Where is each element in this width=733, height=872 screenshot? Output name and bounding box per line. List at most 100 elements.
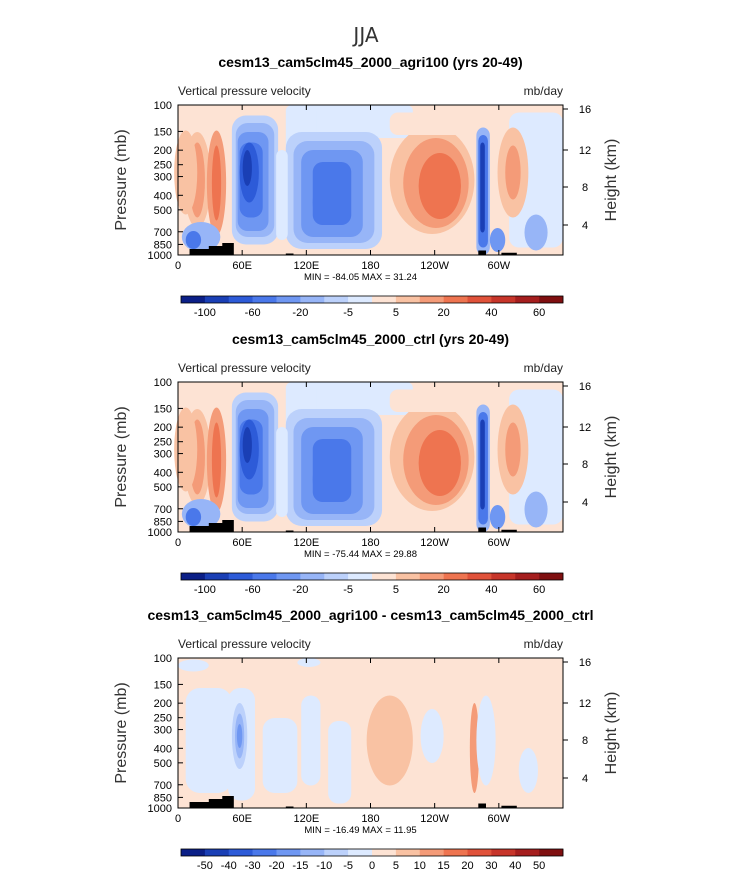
y-tick-label: 100 — [154, 377, 172, 389]
x-tick-label: 60W — [488, 260, 511, 272]
y2-axis-label: Height (km) — [603, 416, 620, 499]
contour-region — [418, 153, 461, 219]
contour-region — [312, 458, 336, 501]
colorbar-swatch — [204, 296, 230, 303]
contour-region — [420, 709, 444, 763]
colorbar-label: 10 — [414, 860, 426, 872]
colorbar-swatch — [324, 573, 349, 580]
panel-title: cesm13_cam5clm45_2000_ctrl (yrs 20-49) — [232, 331, 509, 347]
colorbar-swatch — [181, 849, 206, 856]
topography — [478, 803, 486, 808]
topography — [222, 243, 234, 255]
topography — [208, 246, 232, 255]
colorbar-label: 60 — [533, 307, 545, 319]
contour-region — [211, 145, 222, 221]
topography — [222, 520, 234, 532]
contour-region — [297, 658, 321, 667]
colorbar-swatch — [395, 296, 421, 303]
topography — [285, 253, 294, 255]
colorbar-label: 5 — [393, 584, 399, 596]
height-tick-label: 16 — [579, 381, 591, 393]
contour-region — [312, 181, 336, 224]
colorbar-swatch — [276, 573, 301, 580]
y-tick-label: 700 — [154, 780, 172, 792]
colorbar-label: -5 — [343, 307, 353, 319]
colorbar-label: 20 — [438, 307, 450, 319]
colorbar-swatch — [467, 849, 492, 856]
y-tick-label: 700 — [154, 504, 172, 516]
colorbar-swatch — [395, 573, 421, 580]
y-tick-label: 250 — [154, 437, 172, 449]
contour-region — [476, 695, 496, 786]
contour-region — [301, 695, 321, 786]
colorbar-label: -100 — [194, 307, 216, 319]
x-tick-label: 120E — [293, 813, 319, 825]
colorbar-swatch — [181, 573, 206, 580]
contour-region — [366, 695, 413, 786]
colorbar-label: -20 — [292, 584, 308, 596]
contour-region — [262, 718, 298, 793]
y-tick-label: 400 — [154, 467, 172, 479]
x-tick-label: 0 — [175, 813, 181, 825]
y-tick-label: 200 — [154, 422, 172, 434]
y-axis-label: Pressure (mb) — [113, 406, 130, 507]
x-tick-label: 120W — [420, 260, 449, 272]
contour-region — [276, 427, 288, 517]
contour-region — [524, 491, 548, 528]
y-tick-label: 500 — [154, 205, 172, 217]
colorbar-label: -15 — [292, 860, 308, 872]
x-tick-label: 60W — [488, 813, 511, 825]
height-tick-label: 16 — [579, 104, 591, 116]
right-label: mb/day — [524, 361, 563, 375]
height-tick-label: 8 — [582, 735, 588, 747]
left-label: Vertical pressure velocity — [178, 637, 311, 651]
x-tick-label: 180 — [361, 260, 379, 272]
topography — [189, 526, 221, 532]
contour-region — [505, 422, 521, 477]
x-tick-label: 120E — [293, 260, 319, 272]
contour-region — [518, 748, 538, 793]
x-tick-label: 180 — [361, 813, 379, 825]
stats-text: MIN = -16.49 MAX = 11.95 — [304, 825, 416, 836]
x-tick-label: 180 — [361, 537, 379, 549]
x-tick-label: 60E — [232, 260, 252, 272]
colorbar-label: -60 — [245, 584, 261, 596]
colorbar-label: -60 — [245, 307, 261, 319]
topography — [189, 802, 221, 808]
x-tick-label: 120E — [293, 537, 319, 549]
contour-region — [185, 508, 202, 526]
y-tick-label: 850 — [154, 792, 172, 804]
colorbar-swatch — [395, 849, 421, 856]
colorbar-label: 20 — [438, 584, 450, 596]
colorbar-swatch — [276, 849, 301, 856]
colorbar-label: 40 — [509, 860, 521, 872]
stats-text: MIN = -75.44 MAX = 29.88 — [304, 549, 417, 560]
x-tick-label: 60W — [488, 537, 511, 549]
height-tick-label: 8 — [582, 182, 588, 194]
contour-region — [236, 724, 243, 748]
colorbar-swatch — [491, 296, 516, 303]
y-tick-label: 250 — [154, 713, 172, 725]
colorbar-swatch — [204, 573, 230, 580]
colorbar-label: 50 — [533, 860, 545, 872]
right-label: mb/day — [524, 84, 563, 98]
y-tick-label: 300 — [154, 449, 172, 461]
left-label: Vertical pressure velocity — [178, 84, 311, 98]
colorbar-swatch — [228, 573, 253, 580]
colorbar-swatch — [443, 849, 468, 856]
height-tick-label: 12 — [579, 145, 591, 157]
y-tick-label: 1000 — [148, 250, 172, 262]
topography — [285, 530, 294, 532]
figure-title: JJA — [351, 23, 378, 47]
y-tick-label: 850 — [154, 239, 172, 251]
colorbar-label: 20 — [461, 860, 473, 872]
colorbar-swatch — [539, 296, 564, 303]
topography — [478, 250, 486, 255]
colorbar-frame — [180, 295, 564, 304]
colorbar-swatch — [491, 849, 516, 856]
height-tick-label: 4 — [582, 220, 588, 232]
colorbar-swatch — [539, 849, 564, 856]
contour-region — [174, 407, 198, 492]
contour-region — [489, 505, 506, 529]
contour-region — [328, 721, 352, 804]
